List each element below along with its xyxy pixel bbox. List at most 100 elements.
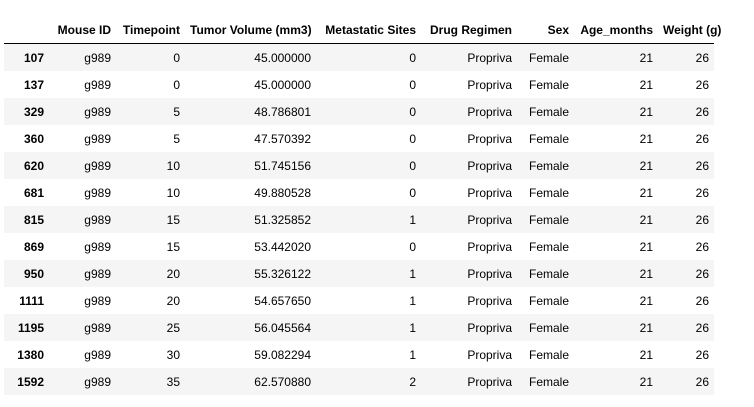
table-cell: 62.570880 [254,374,311,389]
table-cell: 21 [639,50,653,65]
table-cell: 20 [166,293,180,308]
row-index: 950 [23,266,44,281]
table-cell: g989 [84,374,111,389]
table-cell: g989 [84,266,111,281]
table-cell: 25 [166,320,180,335]
table-cell: Propriva [467,266,512,281]
table-cell: 26 [695,347,709,362]
table-row: 1592 g989 35 62.570880 2 Propriva Female 21 26 [4,368,714,395]
table-cell: 51.325852 [254,212,311,227]
table-cell: Female [528,104,569,119]
table-cell: 0 [409,77,416,92]
table-cell: Propriva [467,320,512,335]
table-cell: 21 [639,374,653,389]
table-cell: 21 [639,77,653,92]
table-cell: 30 [166,347,180,362]
table-cell: 0 [409,50,416,65]
table-cell: g989 [84,239,111,254]
table-row: 137 g989 0 45.000000 0 Propriva Female 21 26 [4,71,714,98]
row-index: 1195 [17,320,44,335]
row-index: 360 [23,131,44,146]
table-cell: Propriva [467,212,512,227]
table-cell: 21 [639,266,653,281]
table-cell: 1 [409,293,416,308]
column-header: Mouse ID [49,17,116,44]
column-header: Weight (g) [658,17,721,44]
table-body: 107 g989 0 45.000000 0 Propriva Female 21 26 137 g… [4,43,714,395]
table-cell: Propriva [467,374,512,389]
table-row: 1380 g989 30 59.082294 1 Propriva Female 21 26 [4,341,714,368]
column-header: Drug Regimen [421,17,517,44]
table-cell: Propriva [467,293,512,308]
table-cell: Female [528,320,569,335]
row-index: 815 [23,212,44,227]
table-cell: 21 [639,293,653,308]
table-cell: Female [528,77,569,92]
table-row: 869 g989 15 53.442020 0 Propriva Female 21 26 [4,233,714,260]
row-index: 329 [23,104,44,119]
table-row: 950 g989 20 55.326122 1 Propriva Female 21 26 [4,260,714,287]
table-cell: g989 [84,293,111,308]
table-cell: Female [528,347,569,362]
table-cell: Propriva [467,104,512,119]
dataframe-table: Mouse ID Timepoint Tumor Volume (mm3) Metas… [4,17,721,395]
table-cell: 0 [409,104,416,119]
table-cell: 26 [695,185,709,200]
table-cell: g989 [84,77,111,92]
table-row: 360 g989 5 47.570392 0 Propriva Female 21 26 [4,125,714,152]
table-cell: 55.326122 [254,266,311,281]
table-cell: Propriva [467,50,512,65]
table-row: 1195 g989 25 56.045564 1 Propriva Female 21 26 [4,314,714,341]
table-cell: 26 [695,293,709,308]
table-cell: 49.880528 [254,185,311,200]
table-header-row: Mouse ID Timepoint Tumor Volume (mm3) Metas… [4,17,721,44]
table-cell: 21 [639,104,653,119]
table-cell: 53.442020 [254,239,311,254]
table-cell: 15 [166,239,180,254]
table-cell: g989 [84,50,111,65]
table-cell: 26 [695,212,709,227]
table-cell: 47.570392 [254,131,311,146]
table-cell: 26 [695,374,709,389]
table-cell: Propriva [467,77,512,92]
table-cell: Propriva [467,185,512,200]
table-cell: 5 [173,104,180,119]
table-cell: 45.000000 [254,50,311,65]
table-row: 1111 g989 20 54.657650 1 Propriva Female 21 26 [4,287,714,314]
table-cell: 21 [639,347,653,362]
table-cell: 0 [409,239,416,254]
table-cell: 15 [166,212,180,227]
table-cell: 2 [409,374,416,389]
table-cell: 21 [639,212,653,227]
row-index: 620 [23,158,44,173]
table-cell: g989 [84,212,111,227]
table-cell: g989 [84,104,111,119]
table-cell: 26 [695,320,709,335]
table-cell: g989 [84,185,111,200]
table-cell: 10 [166,185,180,200]
table-cell: 1 [409,212,416,227]
table-cell: g989 [84,347,111,362]
table-cell: 0 [173,50,180,65]
table-cell: 26 [695,239,709,254]
table-cell: 26 [695,131,709,146]
table-cell: 26 [695,266,709,281]
table-cell: Female [528,212,569,227]
table-cell: 56.045564 [254,320,311,335]
row-index: 681 [23,185,44,200]
table-row: 815 g989 15 51.325852 1 Propriva Female 21 26 [4,206,714,233]
column-header: Age_months [574,17,658,44]
table-cell: Female [528,374,569,389]
table-cell: 35 [166,374,180,389]
table-cell: Female [528,50,569,65]
row-index: 869 [23,239,44,254]
column-header: Tumor Volume (mm3) [185,17,316,44]
table-cell: 1 [409,266,416,281]
table-cell: 54.657650 [254,293,311,308]
table-cell: Female [528,131,569,146]
table-cell: 21 [639,158,653,173]
table-cell: 1 [409,320,416,335]
table-cell: 48.786801 [254,104,311,119]
row-index: 1111 [19,293,44,308]
table-cell: 26 [695,104,709,119]
